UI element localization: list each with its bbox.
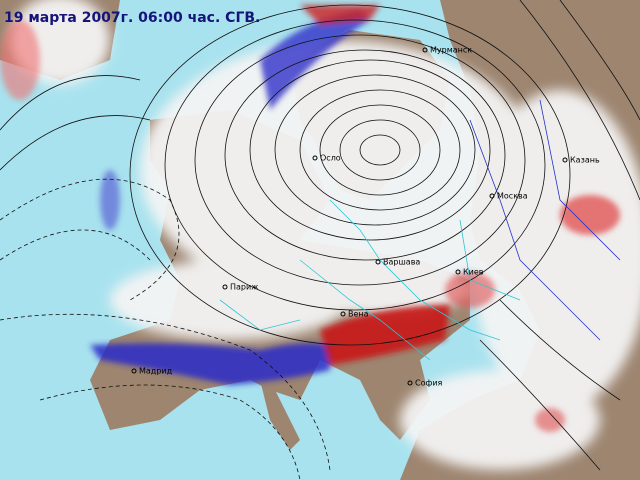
city-dot xyxy=(407,380,413,386)
city-label: Париж xyxy=(230,283,258,292)
city-dot xyxy=(489,193,495,199)
city-label: Москва xyxy=(497,192,528,201)
city-label: Варшава xyxy=(383,258,420,267)
city-dot xyxy=(422,47,428,53)
city-label: Мурманск xyxy=(430,46,472,55)
city-dot xyxy=(375,259,381,265)
city-label: Вена xyxy=(348,310,369,319)
city-label: Осло xyxy=(320,154,341,163)
city-dot xyxy=(131,368,137,374)
city-label: Мадрид xyxy=(139,367,173,376)
city-dot xyxy=(340,311,346,317)
city-dot xyxy=(222,284,228,290)
city-labels: Мурманск Осло Казань Москва Варшава Киев… xyxy=(131,46,600,388)
city-dot xyxy=(312,155,318,161)
city-label: Киев xyxy=(463,268,484,277)
city-label: Казань xyxy=(570,156,600,165)
city-dot xyxy=(562,157,568,163)
city-dot xyxy=(455,269,461,275)
map-title: 19 марта 2007г. 06:00 час. СГВ. xyxy=(4,10,260,26)
city-label: София xyxy=(415,379,443,388)
